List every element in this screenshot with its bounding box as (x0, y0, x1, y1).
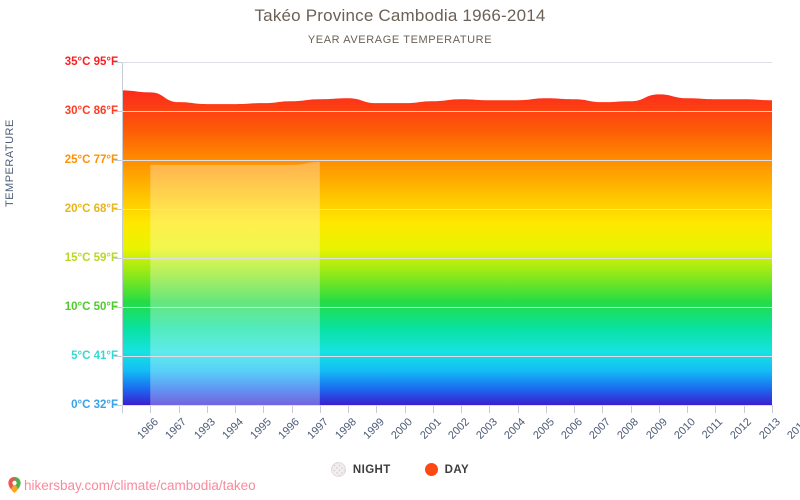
x-tick-label-2012: 2012 (728, 416, 755, 442)
x-tick-label-2010: 2010 (672, 416, 698, 442)
legend-item-day[interactable]: DAY (424, 463, 470, 476)
legend-label-day: DAY (444, 463, 470, 476)
y-tick-mark (114, 111, 122, 112)
x-tick-label-2006: 2006 (559, 416, 585, 442)
y-tick-label-30: 30°C 86°F (64, 105, 118, 117)
gridline (122, 111, 772, 112)
x-tick-mark (291, 406, 293, 413)
x-tick-mark (461, 406, 463, 413)
x-tick-mark (658, 406, 660, 413)
chart-plot-area (122, 62, 772, 405)
x-tick-mark (574, 406, 576, 413)
x-tick-label-2001: 2001 (417, 416, 444, 442)
x-tick-label-2005: 2005 (530, 416, 557, 442)
chart-legend: NIGHT DAY (0, 462, 800, 477)
x-tick-label-1996: 1996 (276, 416, 303, 442)
y-tick-label-10: 10°C 50°F (64, 301, 118, 313)
x-tick-label-2007: 2007 (587, 416, 614, 442)
temperature-area-chart (122, 90, 772, 405)
x-tick-label-1997: 1997 (304, 416, 331, 442)
x-tick-mark (122, 406, 123, 413)
gridline (122, 356, 772, 357)
x-tick-mark (517, 406, 519, 413)
gridline (122, 209, 772, 210)
night-area-fill (150, 161, 320, 405)
x-tick-mark (687, 406, 689, 413)
x-tick-mark (319, 406, 321, 413)
y-tick-label-0: 0°C 32°F (71, 399, 118, 411)
x-tick-label-1993: 1993 (191, 416, 218, 442)
x-tick-mark (743, 406, 745, 413)
page-title: Takéo Province Cambodia 1966-2014 (254, 6, 546, 25)
x-tick-mark (206, 406, 208, 413)
x-tick-label-2009: 2009 (643, 416, 670, 442)
x-tick-label-1998: 1998 (332, 416, 359, 442)
x-tick-mark (376, 406, 378, 413)
night-swatch-icon (330, 462, 346, 477)
gridline (122, 258, 772, 259)
y-tick-label-35: 35°C 95°F (64, 56, 118, 68)
x-tick-mark (602, 406, 604, 413)
legend-label-night: NIGHT (352, 463, 391, 476)
x-tick-label-1967: 1967 (163, 416, 190, 442)
x-tick-mark (150, 406, 152, 413)
day-swatch-icon (424, 463, 438, 476)
x-tick-mark (178, 406, 180, 413)
x-tick-mark (489, 406, 491, 413)
x-tick-mark (404, 406, 406, 413)
gridline (122, 307, 772, 308)
x-tick-label-1966: 1966 (135, 416, 161, 442)
x-tick-label-1995: 1995 (248, 416, 275, 442)
x-tick-label-2003: 2003 (474, 416, 501, 442)
gridline (122, 405, 772, 406)
y-tick-mark (114, 160, 122, 161)
legend-item-night[interactable]: NIGHT (330, 462, 391, 477)
y-tick-mark (114, 307, 122, 308)
x-tick-label-2013: 2013 (756, 416, 783, 442)
x-tick-mark (715, 406, 717, 413)
x-tick-mark (630, 406, 632, 413)
x-tick-label-1994: 1994 (219, 416, 246, 442)
y-axis-title: TEMPERATURE (4, 119, 16, 207)
x-tick-mark (772, 406, 773, 413)
x-tick-label-1999: 1999 (361, 416, 388, 442)
map-pin-icon (8, 476, 21, 496)
y-tick-label-20: 20°C 68°F (64, 203, 118, 215)
x-tick-label-2014: 2014 (785, 416, 800, 442)
gridline (122, 160, 772, 161)
y-tick-label-15: 15°C 59°F (64, 252, 118, 264)
x-tick-label-2011: 2011 (700, 416, 726, 442)
gridline (122, 62, 772, 63)
day-area-fill (122, 90, 772, 405)
x-tick-label-2008: 2008 (615, 416, 642, 442)
footer-watermark[interactable]: hikersbay.com/climate/cambodia/takeo (8, 476, 256, 496)
x-tick-label-2000: 2000 (389, 416, 416, 442)
footer-link-text: hikersbay.com/climate/cambodia/takeo (24, 478, 256, 494)
x-tick-label-2002: 2002 (446, 416, 472, 442)
chart-subtitle: YEAR AVERAGE TEMPERATURE (307, 34, 493, 46)
x-tick-mark (545, 406, 547, 413)
x-tick-mark (235, 406, 237, 413)
x-tick-mark (348, 406, 350, 413)
y-tick-mark (114, 356, 122, 357)
y-tick-mark (114, 209, 122, 210)
y-tick-mark (114, 405, 122, 406)
x-tick-mark (263, 406, 265, 413)
y-tick-mark (114, 258, 122, 259)
x-tick-mark (432, 406, 434, 413)
y-tick-mark (114, 62, 122, 63)
x-tick-label-2004: 2004 (502, 416, 529, 442)
y-tick-label-25: 25°C 77°F (64, 154, 118, 166)
y-tick-label-5: 5°C 41°F (71, 350, 118, 362)
